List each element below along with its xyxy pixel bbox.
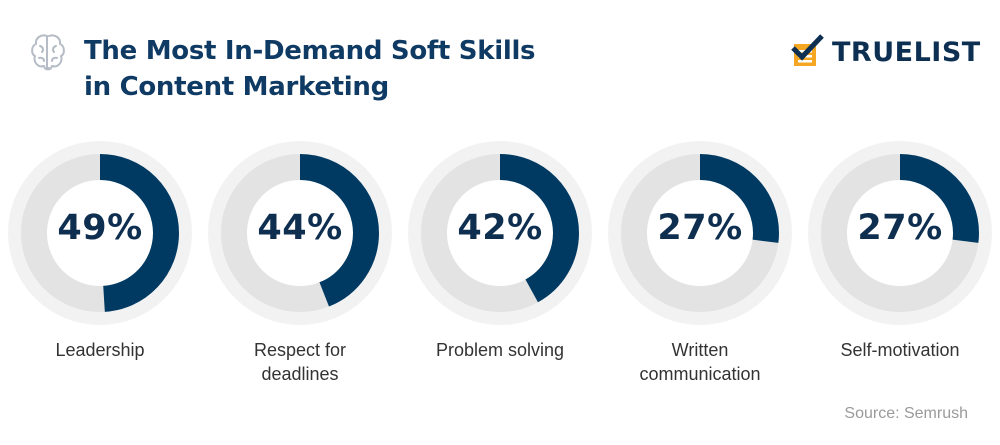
donut-value-arc bbox=[621, 154, 779, 312]
donut-item: 27% Written communication bbox=[600, 138, 800, 398]
donut-center bbox=[447, 180, 553, 286]
donut-category-label: Self-motivation bbox=[800, 338, 1000, 362]
donut-value-label: 49% bbox=[57, 208, 143, 248]
donut-category-label-line: deadlines bbox=[261, 364, 339, 384]
source-note: Source: Semrush bbox=[844, 405, 968, 422]
donut-item: 44% Respect for deadlines bbox=[200, 138, 400, 398]
donut-charts: 49% Leadership 44% Respect for deadlines 42% P… bbox=[0, 138, 1000, 398]
donut-category-label-line: communication bbox=[639, 364, 761, 384]
donut-chart bbox=[208, 141, 392, 325]
donut-item: 49% Leadership bbox=[0, 138, 200, 398]
checklist-icon bbox=[791, 34, 824, 66]
logo-text: TRUELIST bbox=[832, 36, 981, 68]
donut-value-arc bbox=[421, 154, 579, 312]
donut-item: 27% Self-motivation bbox=[800, 138, 1000, 398]
donut-center bbox=[647, 180, 753, 286]
donut-category-label: Written communication bbox=[600, 338, 800, 386]
donut-center bbox=[47, 180, 153, 286]
donut-value-arc bbox=[821, 154, 979, 312]
chart-title-line-2: in Content Marketing bbox=[84, 72, 389, 102]
truelist-logo: TRUELIST bbox=[790, 34, 981, 70]
donut-value-label: 27% bbox=[657, 208, 743, 248]
donut-category-label-line: Written bbox=[671, 340, 729, 360]
donut-chart bbox=[808, 141, 992, 325]
donut-chart bbox=[8, 141, 192, 325]
donut-category-label: Leadership bbox=[0, 338, 200, 362]
donut-category-label-line: Leadership bbox=[55, 340, 145, 360]
donut-chart bbox=[608, 141, 792, 325]
chart-title-line-1: The Most In-Demand Soft Skills bbox=[84, 36, 536, 66]
donut-category-label-line: Problem solving bbox=[435, 340, 565, 360]
donut-category-label-line: Self-motivation bbox=[840, 340, 960, 360]
header: The Most In-Demand Soft Skills in Conten… bbox=[0, 0, 1000, 120]
donut-value-arc bbox=[221, 154, 379, 312]
brain-icon bbox=[31, 34, 65, 71]
donut-value-arc bbox=[21, 154, 179, 312]
donut-center bbox=[847, 180, 953, 286]
donut-category-label: Respect for deadlines bbox=[200, 338, 400, 386]
donut-value-label: 42% bbox=[457, 208, 543, 248]
donut-center bbox=[247, 180, 353, 286]
donut-chart bbox=[408, 141, 592, 325]
donut-category-label: Problem solving bbox=[400, 338, 600, 362]
chart-title: The Most In-Demand Soft Skills in Conten… bbox=[84, 33, 536, 105]
donut-item: 42% Problem solving bbox=[400, 138, 600, 398]
donut-value-label: 44% bbox=[257, 208, 343, 248]
donut-category-label-line: Respect for bbox=[253, 340, 347, 360]
donut-value-label: 27% bbox=[857, 208, 943, 248]
